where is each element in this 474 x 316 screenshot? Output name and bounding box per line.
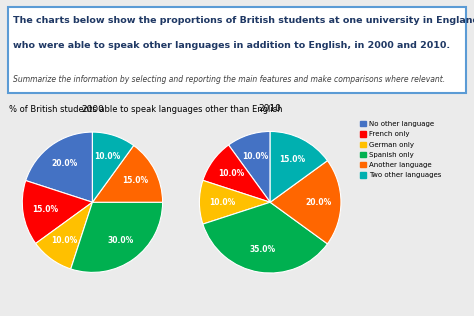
Text: 10.0%: 10.0% [51,236,78,245]
Text: % of British students able to speak languages other than English: % of British students able to speak lang… [9,105,283,113]
Title: 2000: 2000 [81,105,104,114]
FancyBboxPatch shape [8,7,466,93]
Text: The charts below show the proportions of British students at one university in E: The charts below show the proportions of… [13,15,474,25]
Wedge shape [71,202,163,272]
Wedge shape [92,132,134,202]
Text: 15.0%: 15.0% [32,205,58,214]
Text: 35.0%: 35.0% [250,245,276,254]
Wedge shape [203,202,328,273]
Text: 15.0%: 15.0% [122,176,148,185]
Text: 10.0%: 10.0% [94,152,120,161]
Wedge shape [92,145,163,202]
Wedge shape [200,180,270,224]
Wedge shape [228,131,270,202]
Text: Summarize the information by selecting and reporting the main features and make : Summarize the information by selecting a… [13,75,445,84]
Legend: No other language, French only, German only, Spanish only, Another language, Two: No other language, French only, German o… [359,120,442,179]
Text: 20.0%: 20.0% [51,159,78,168]
Wedge shape [270,131,328,202]
Text: 10.0%: 10.0% [218,169,245,179]
Text: 15.0%: 15.0% [279,155,305,164]
Wedge shape [270,161,341,244]
Wedge shape [203,145,270,202]
Text: 10.0%: 10.0% [242,152,268,161]
Text: 20.0%: 20.0% [305,198,331,207]
Wedge shape [22,180,92,243]
Title: 2010: 2010 [259,104,282,113]
Text: who were able to speak other languages in addition to English, in 2000 and 2010.: who were able to speak other languages i… [13,41,450,50]
Wedge shape [36,202,92,269]
Text: 10.0%: 10.0% [209,198,235,207]
Text: 30.0%: 30.0% [107,236,134,245]
Wedge shape [26,132,92,202]
